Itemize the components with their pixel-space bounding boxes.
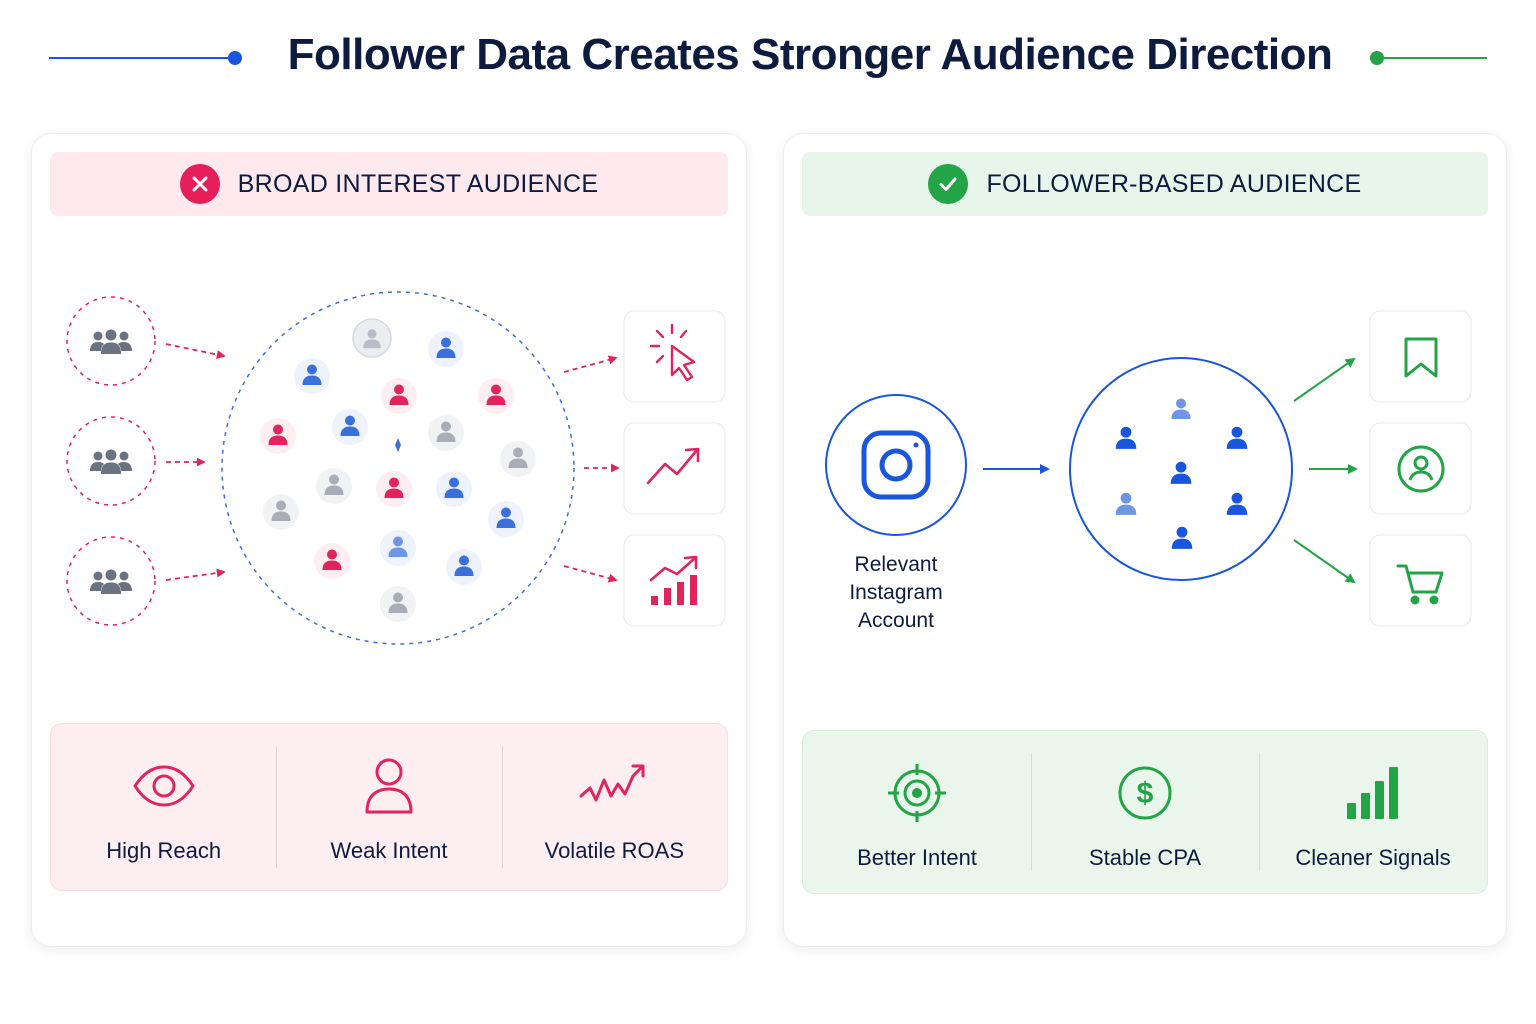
- trend-up-icon: [646, 447, 700, 485]
- metric-volatile-roas: Volatile ROAS: [501, 724, 727, 890]
- outcome-card-growth: [623, 534, 726, 627]
- outcome-card-click: [623, 310, 726, 403]
- check-circle-icon: [928, 164, 969, 204]
- instagram-account-label: Relevant Instagram Account: [849, 553, 943, 632]
- group-icon: [90, 449, 132, 474]
- broad-audience-metrics: High Reach Weak Intent Volatile ROAS: [50, 723, 728, 891]
- volatile-line-icon: [578, 754, 650, 818]
- person-icon: [488, 501, 524, 537]
- person-icon: [294, 358, 330, 394]
- metric-label: Weak Intent: [330, 838, 448, 863]
- broad-audience-diagram: [66, 291, 726, 645]
- arrow-out-3: [563, 565, 618, 583]
- broad-audience-header: BROAD INTEREST AUDIENCE: [50, 152, 728, 216]
- follower-audience-panel: FOLLOWER-BASED AUDIENCE: [783, 133, 1507, 947]
- title-line-left: [49, 57, 235, 59]
- cart-icon: [1396, 564, 1444, 605]
- instagram-source: [825, 394, 967, 536]
- outcome-card-trend: [623, 422, 726, 515]
- bookmark-icon: [1404, 337, 1438, 378]
- person-icon: [376, 471, 412, 507]
- target-icon: [886, 761, 948, 825]
- arrow-out-1: [1293, 357, 1356, 402]
- title-line-right: [1376, 57, 1487, 59]
- person-icon: [380, 530, 416, 566]
- instagram-icon: [861, 430, 931, 500]
- arrow-out-3: [1293, 539, 1356, 584]
- follower-audience-metrics: Better Intent $ Stable CPA Cleaner Signa…: [802, 730, 1488, 894]
- person-icon: [263, 494, 299, 530]
- metric-label: Volatile ROAS: [544, 838, 685, 863]
- outcome-card-profile: [1369, 422, 1472, 515]
- person-icon: [436, 471, 472, 507]
- person-icon: [316, 468, 352, 504]
- center-sparkle-icon: [395, 438, 401, 452]
- person-icon: [314, 543, 350, 579]
- metric-weak-intent: Weak Intent: [276, 724, 501, 890]
- avatar-icon: [352, 318, 392, 358]
- arrow-in-3: [165, 568, 226, 581]
- person-icon: [380, 586, 416, 622]
- audience-people: [260, 331, 536, 622]
- metric-better-intent: Better Intent: [803, 731, 1031, 893]
- bar-chart-growth-icon: [649, 555, 698, 605]
- person-icon: [478, 378, 514, 414]
- user-icon: [363, 754, 415, 818]
- person-icon: [332, 409, 368, 445]
- broad-audience-panel: BROAD INTEREST AUDIENCE: [31, 133, 747, 947]
- person-icon: [500, 441, 536, 477]
- person-icon: [446, 549, 482, 585]
- person-icon: [260, 418, 296, 454]
- x-circle-icon: [179, 164, 220, 204]
- person-icon: [428, 415, 464, 451]
- metric-cleaner-signals: Cleaner Signals: [1259, 731, 1487, 893]
- metric-stable-cpa: $ Stable CPA: [1031, 731, 1259, 893]
- user-circle-icon: [1397, 445, 1445, 493]
- source-group-2: [66, 416, 156, 506]
- metric-label: Stable CPA: [1088, 845, 1202, 870]
- metric-label: Cleaner Signals: [1295, 845, 1451, 870]
- group-icon: [90, 569, 132, 594]
- svg-text:$: $: [1137, 777, 1154, 810]
- follower-audience-header: FOLLOWER-BASED AUDIENCE: [802, 152, 1488, 216]
- source-group-1: [66, 296, 156, 386]
- eye-icon: [132, 754, 196, 818]
- page-title: Follower Data Creates Stronger Audience …: [287, 30, 1333, 79]
- follower-audience-title: FOLLOWER-BASED AUDIENCE: [986, 169, 1362, 198]
- person-icon: [381, 378, 417, 414]
- cursor-click-icon: [649, 323, 696, 382]
- signal-bars-icon: [1345, 761, 1401, 825]
- metric-label: High Reach: [106, 838, 222, 863]
- arrow-out-1: [563, 355, 618, 373]
- follower-audience-diagram: [825, 310, 1472, 627]
- metric-label: Better Intent: [857, 845, 977, 870]
- metric-high-reach: High Reach: [51, 724, 276, 890]
- outcome-card-bookmark: [1369, 310, 1472, 403]
- dollar-circle-icon: $: [1116, 761, 1174, 825]
- title-row: Follower Data Creates Stronger Audience …: [0, 0, 1536, 120]
- title-dot-left: [228, 51, 242, 65]
- group-icon: [90, 329, 132, 354]
- broad-audience-title: BROAD INTEREST AUDIENCE: [237, 169, 599, 198]
- source-group-3: [66, 536, 156, 626]
- person-icon: [428, 331, 464, 367]
- arrow-in-1: [165, 343, 226, 359]
- outcome-card-cart: [1369, 534, 1472, 627]
